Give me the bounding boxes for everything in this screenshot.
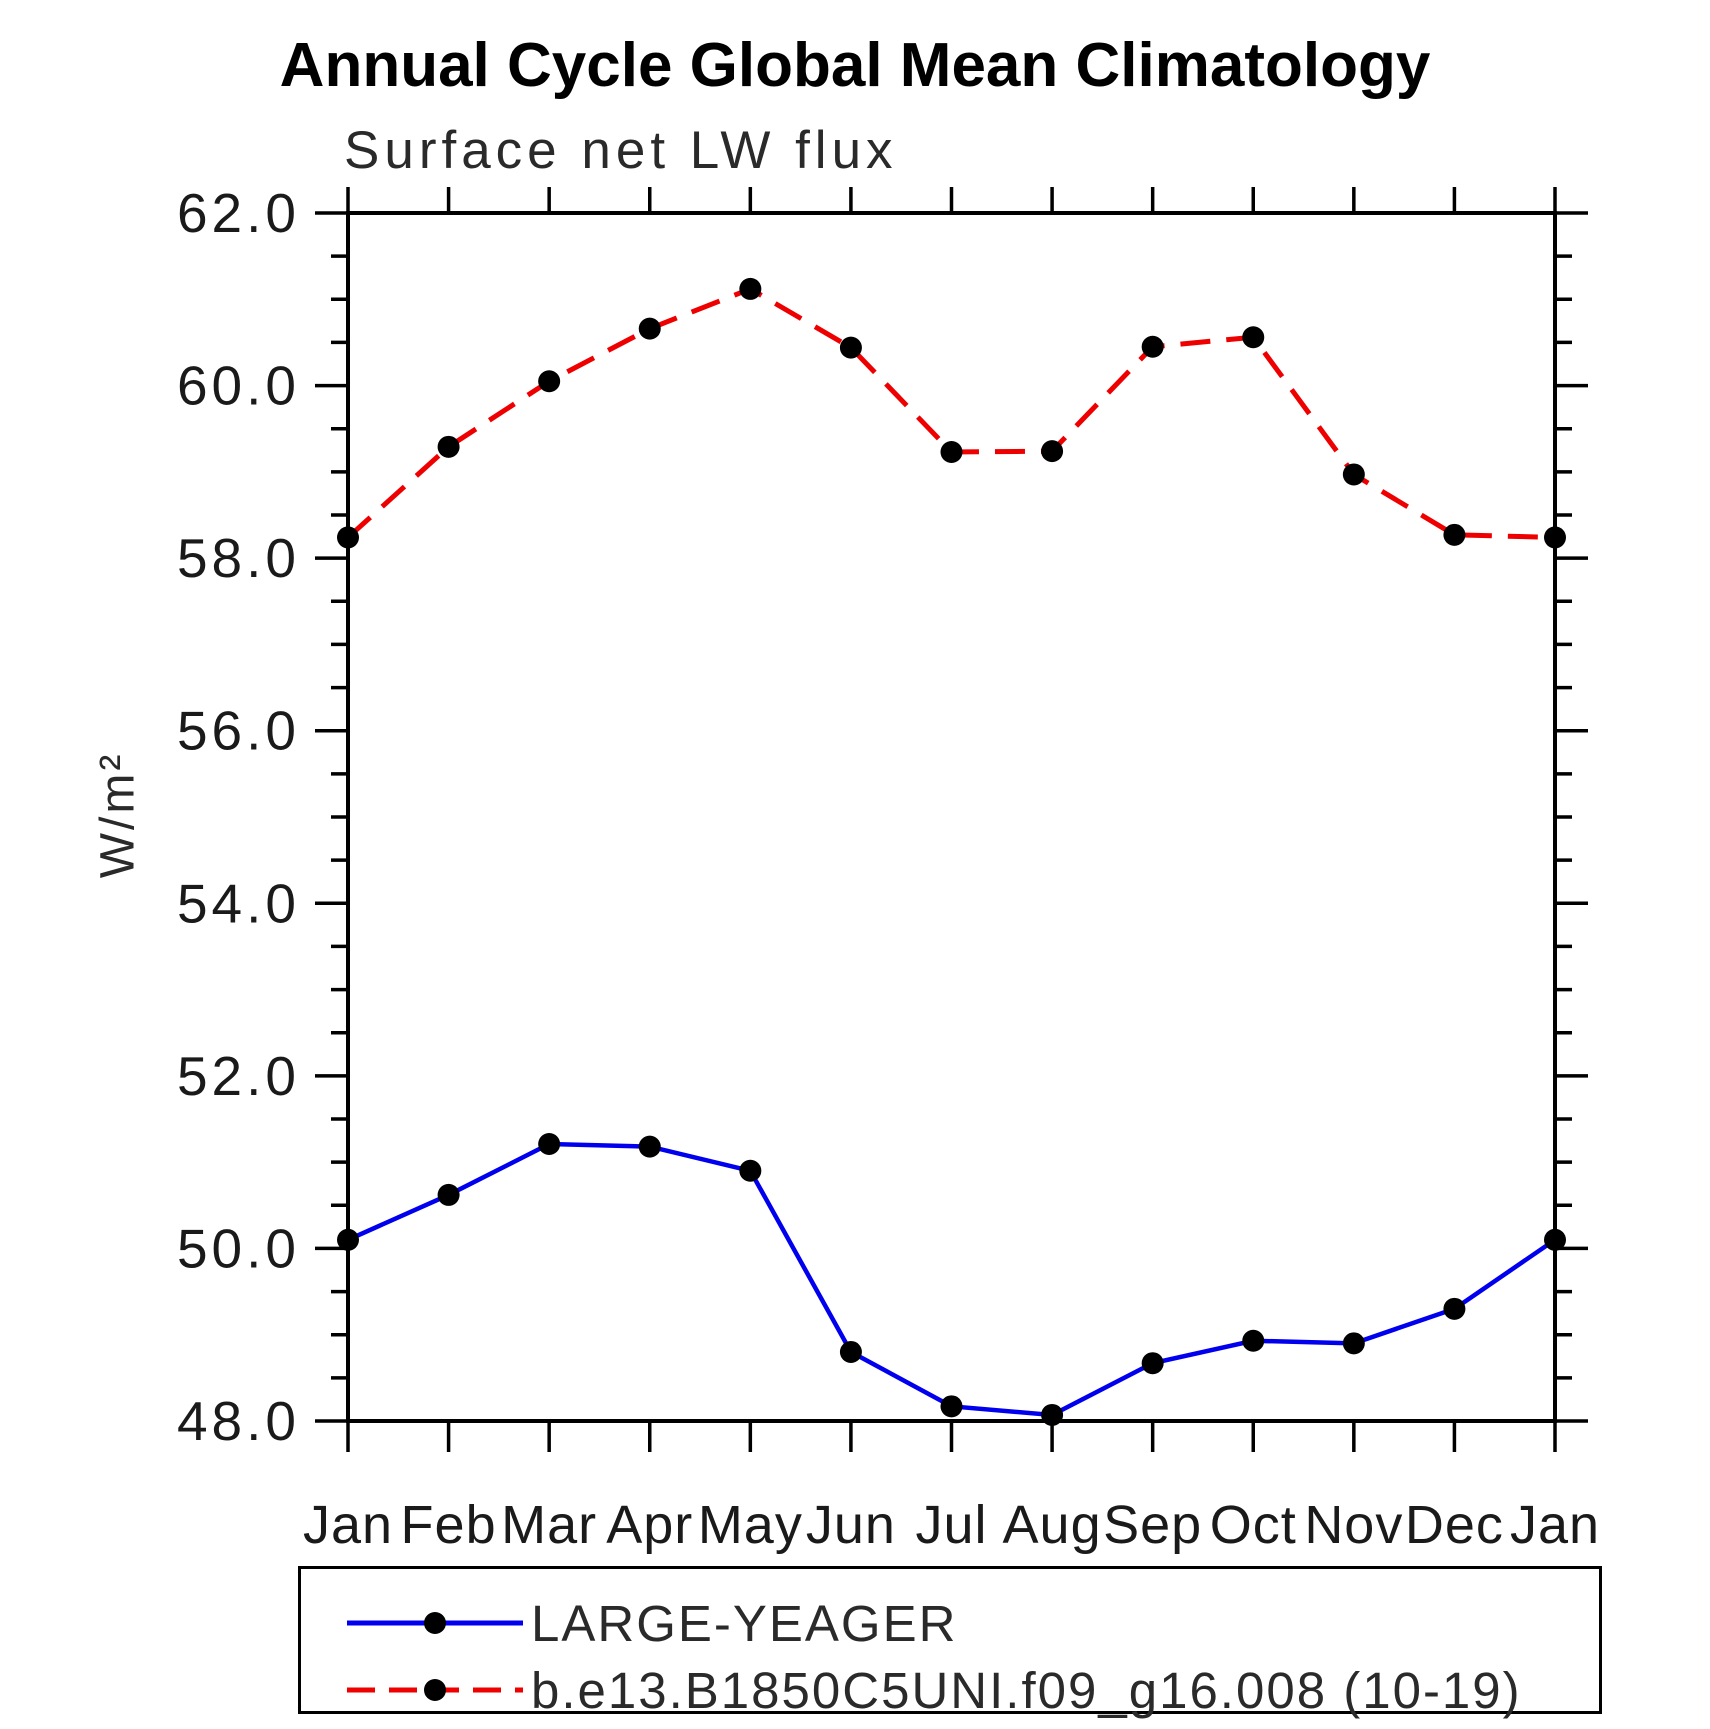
chart-subtitle: Surface net LW flux: [344, 121, 898, 180]
series-large-yeager-marker: [1342, 1332, 1365, 1355]
series-model-run-marker: [739, 277, 762, 300]
legend-label-large-yeager: LARGE-YEAGER: [531, 1594, 958, 1652]
x-month-label: Jan: [1510, 1495, 1600, 1555]
legend-key-solid-line: [347, 1612, 523, 1634]
series-model-run-marker: [538, 370, 561, 393]
series-large-yeager-marker: [437, 1183, 460, 1206]
y-tick-label: 50.0: [177, 1217, 300, 1279]
series-model-run-marker: [1242, 326, 1265, 349]
y-axis-ticks: [315, 211, 1588, 1423]
series-model-run-marker: [437, 435, 460, 458]
series-large-yeager-marker: [638, 1135, 661, 1158]
series-large-yeager-marker: [739, 1159, 762, 1182]
series-model-run-marker: [638, 317, 661, 340]
x-month-label: Apr: [606, 1495, 693, 1555]
series-large-yeager-marker: [839, 1340, 862, 1363]
series-large-yeager-line: [347, 1141, 1557, 1418]
series-model-run-marker: [839, 336, 862, 359]
y-axis-tick-labels: 48.0 50.0 52.0 54.0 56.0 58.0 60.0 62.0: [177, 182, 300, 1452]
y-tick-label: 60.0: [177, 355, 300, 417]
x-month-label: Aug: [1003, 1495, 1102, 1555]
series-model-run-marker: [1041, 440, 1064, 463]
x-month-label: Nov: [1304, 1495, 1403, 1555]
x-month-label: Jul: [915, 1495, 987, 1555]
y-tick-label: 54.0: [177, 872, 300, 934]
series-model-run-line: [346, 286, 1556, 540]
y-tick-label: 48.0: [177, 1390, 300, 1452]
series-model-run-marker: [940, 441, 963, 464]
x-month-label: Jan: [303, 1495, 393, 1555]
y-tick-label: 56.0: [177, 700, 300, 762]
series-large-yeager-marker: [538, 1133, 561, 1156]
series-large-yeager-marker: [1544, 1228, 1566, 1251]
x-month-label: Mar: [501, 1495, 597, 1555]
legend-key-dashed-line: [347, 1679, 523, 1701]
series-large-yeager-marker: [337, 1228, 359, 1251]
series-model-run-marker: [1544, 526, 1566, 549]
series-large-yeager-marker: [1041, 1403, 1064, 1426]
x-month-label: Sep: [1103, 1495, 1202, 1555]
series-model-run: [337, 277, 1566, 549]
series-large-yeager-marker: [1242, 1329, 1265, 1352]
x-month-label: Feb: [401, 1495, 497, 1555]
series-model-run-marker: [337, 526, 359, 549]
legend-box: LARGE-YEAGER b.e13.B1850C5UNI.f09_g16.00…: [298, 1566, 1602, 1719]
legend-item-large-yeager: LARGE-YEAGER: [345, 1594, 958, 1652]
x-axis-ticks: [346, 187, 1557, 1452]
legend-item-model-run: b.e13.B1850C5UNI.f09_g16.008 (10-19): [345, 1661, 1522, 1719]
series-model-run-marker: [1443, 523, 1466, 546]
series-model-run-marker: [1342, 463, 1365, 486]
x-month-label: Oct: [1210, 1495, 1297, 1555]
series-large-yeager: [337, 1133, 1566, 1426]
x-axis-month-labels: Jan Feb Mar Apr May Jun Jul Aug Sep Oct Nov Dec Jan: [303, 1495, 1600, 1555]
x-month-label: May: [698, 1495, 803, 1555]
x-month-label: Dec: [1405, 1495, 1504, 1555]
legend-label-model-run: b.e13.B1850C5UNI.f09_g16.008 (10-19): [531, 1661, 1522, 1719]
series-large-yeager-marker: [1141, 1352, 1164, 1375]
chart-title: Annual Cycle Global Mean Climatology: [279, 31, 1431, 100]
y-tick-label: 62.0: [177, 182, 300, 244]
y-tick-label: 58.0: [177, 527, 300, 589]
series-model-run-marker: [1141, 335, 1164, 358]
x-month-label: Jun: [806, 1495, 896, 1555]
series-large-yeager-marker: [940, 1395, 963, 1418]
series-large-yeager-marker: [1443, 1297, 1466, 1320]
y-tick-label: 52.0: [177, 1045, 300, 1107]
